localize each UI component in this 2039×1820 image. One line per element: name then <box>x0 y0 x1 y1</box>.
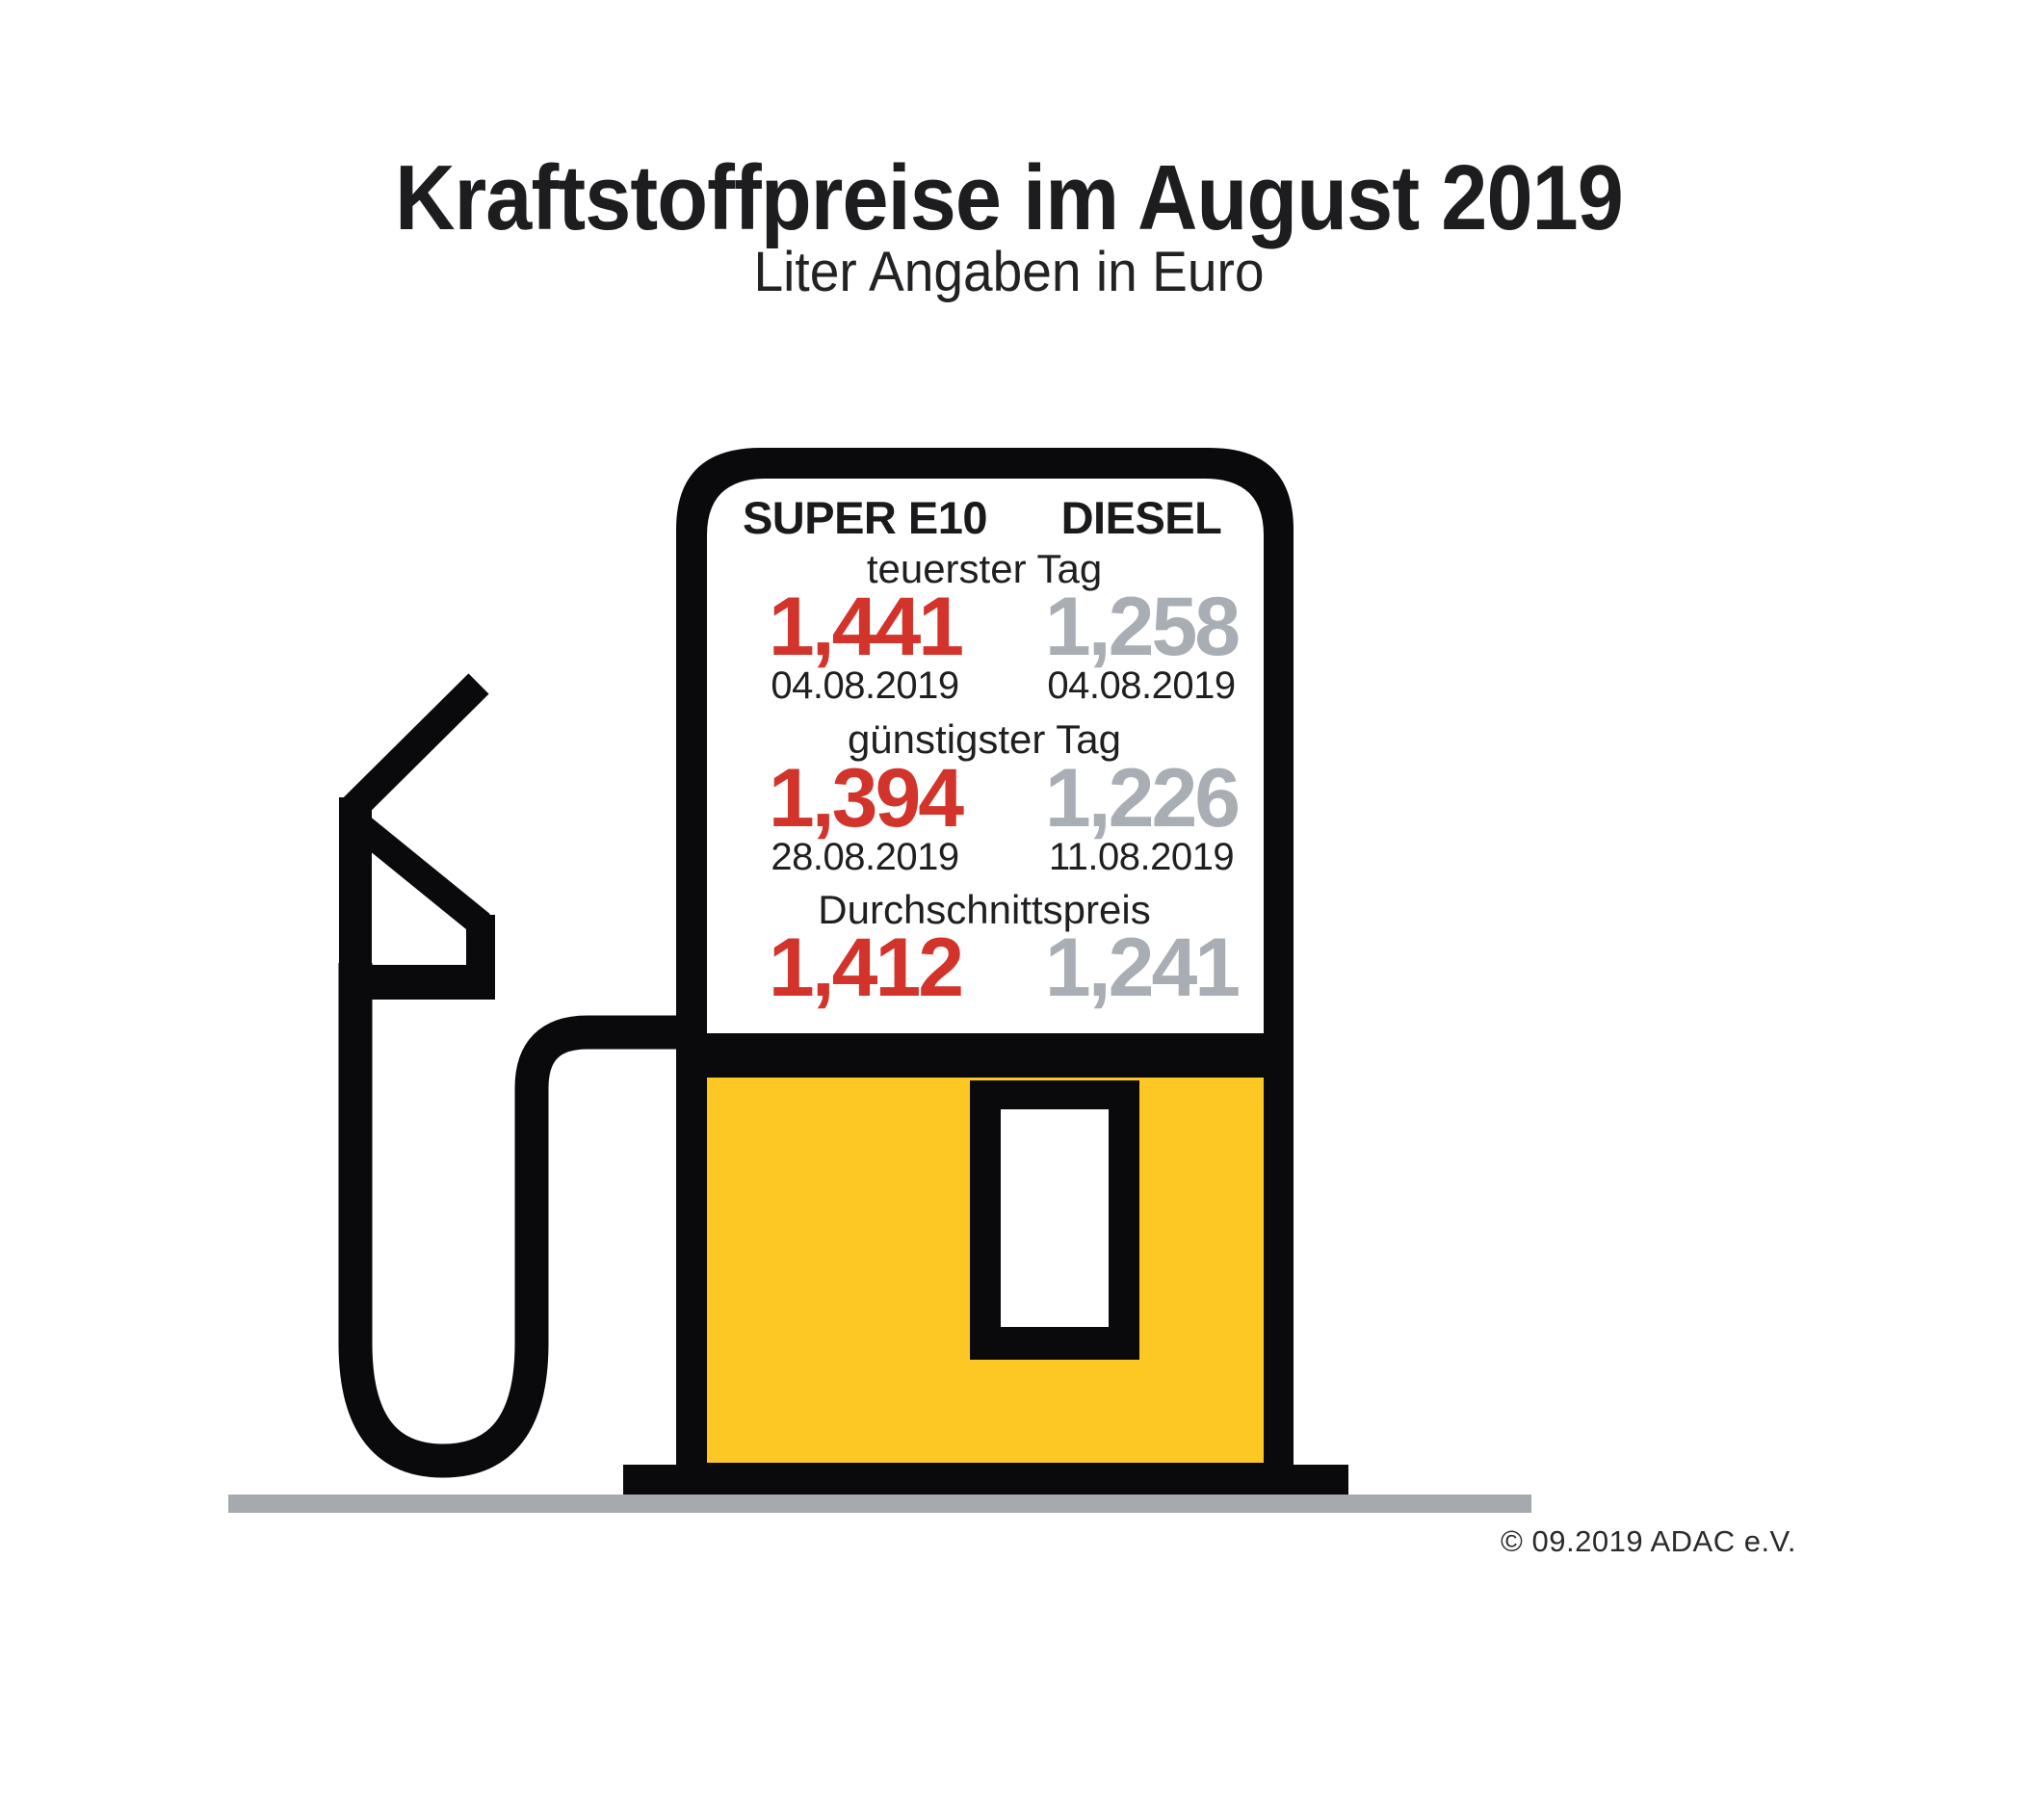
section-label-guenstigster-tag: günstigster Tag <box>847 716 1122 762</box>
price-super-e10-min: 1,394 <box>768 752 964 845</box>
price-super-e10-max: 1,441 <box>768 581 964 673</box>
section-label-durchschnittspreis: Durchschnittspreis <box>818 887 1151 932</box>
column-header-super-e10: SUPER E10 <box>742 492 988 543</box>
page-subtitle: Liter Angaben in Euro <box>753 241 1265 303</box>
fuel-nozzle-icon <box>339 673 495 1000</box>
price-diesel-min: 1,226 <box>1044 752 1241 845</box>
copyright-notice: © 09.2019 ADAC e.V. <box>1501 1524 1796 1558</box>
date-diesel-max: 04.08.2019 <box>1047 664 1236 707</box>
ground-line <box>228 1495 1531 1513</box>
price-super-e10-avg: 1,412 <box>768 922 964 1014</box>
date-super-e10-min: 28.08.2019 <box>771 836 959 878</box>
nozzle-spout <box>342 673 489 819</box>
fuel-hose <box>338 963 680 1478</box>
nozzle-handle-bottom <box>339 965 495 1000</box>
page-title: Kraftstoffpreise im August 2019 <box>395 146 1624 249</box>
price-diesel-avg: 1,241 <box>1044 922 1241 1014</box>
pump-base <box>623 1465 1348 1495</box>
date-super-e10-max: 04.08.2019 <box>771 664 959 707</box>
price-diesel-max: 1,258 <box>1044 581 1241 673</box>
date-diesel-min: 11.08.2019 <box>1048 836 1235 878</box>
nozzle-holster-window <box>1001 1109 1109 1327</box>
pump-display-panel <box>707 479 1264 1033</box>
nozzle-guard-diagonal <box>350 814 490 935</box>
section-label-teuerster-tag: teuerster Tag <box>866 546 1103 591</box>
column-header-diesel: DIESEL <box>1060 492 1222 543</box>
